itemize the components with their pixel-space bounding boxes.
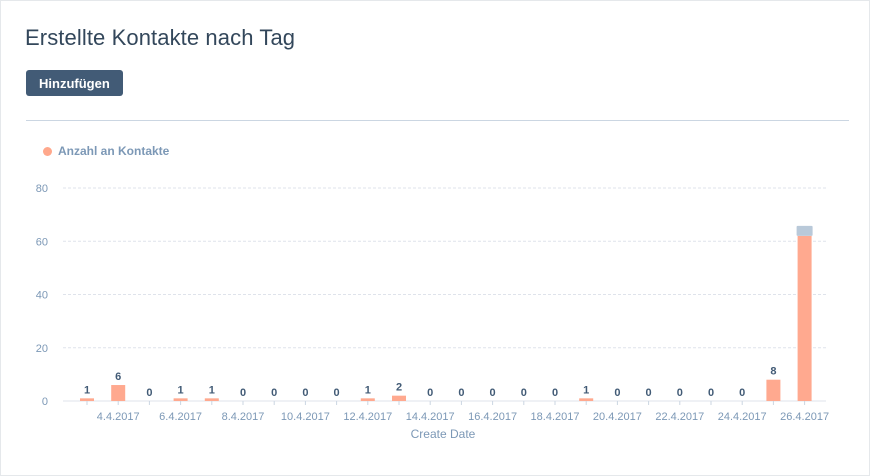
data-label: 1 [209,384,215,396]
x-tick-label: 26.4.2017 [780,411,829,423]
bar-highlight [796,225,813,236]
x-tick-label: 4.4.2017 [97,411,140,423]
divider [26,120,849,121]
y-tick-label: 80 [36,183,48,195]
bar [797,235,812,401]
x-tick-label: 18.4.2017 [531,411,580,423]
bar [579,398,594,401]
legend-marker [43,146,52,156]
data-label: 0 [521,387,527,399]
x-tick-label: 24.4.2017 [718,411,767,423]
x-tick-label: 12.4.2017 [343,411,392,423]
bar [111,385,126,401]
x-tick-label: 6.4.2017 [159,411,202,423]
data-label: 1 [178,384,184,396]
add-button[interactable]: Hinzufügen [26,70,123,96]
y-tick-label: 0 [42,396,48,408]
y-tick-label: 40 [36,290,48,302]
data-label: 0 [458,387,464,399]
data-label: 0 [146,387,152,399]
data-label: 0 [708,387,714,399]
data-label: 8 [770,366,776,378]
bar [80,398,94,401]
bar [360,398,375,401]
data-label: 0 [240,387,246,399]
bar [392,395,406,401]
chart-legend[interactable]: Anzahl an Kontakte [43,144,169,158]
data-label: 0 [646,387,652,399]
x-tick-label: 22.4.2017 [655,411,704,423]
x-tick-label: 20.4.2017 [593,411,642,423]
legend-label: Anzahl an Kontakte [58,144,170,158]
x-tick-label: 16.4.2017 [468,411,517,423]
data-label: 0 [334,387,340,399]
x-tick-label: 8.4.2017 [222,411,265,423]
x-tick-label: 10.4.2017 [281,411,330,423]
data-label: 0 [739,387,745,399]
bar [173,398,188,401]
data-label: 2 [396,382,402,394]
y-tick-label: 20 [36,343,48,355]
data-label: 0 [677,387,683,399]
data-label: 1 [84,384,90,396]
data-label: 0 [490,387,496,399]
x-axis-title: Create Date [411,427,476,441]
data-label: 0 [302,387,308,399]
bar [766,379,781,401]
y-tick-label: 60 [36,236,48,248]
data-label: 1 [583,384,589,396]
data-label: 0 [552,387,558,399]
data-label: 0 [271,387,277,399]
data-label: 0 [614,387,620,399]
page-title: Erstellte Kontakte nach Tag [25,25,296,50]
x-tick-label: 14.4.2017 [406,411,455,423]
data-label: 6 [115,371,121,383]
bar [204,398,219,401]
data-label: 0 [427,387,433,399]
data-label: 1 [365,384,371,396]
